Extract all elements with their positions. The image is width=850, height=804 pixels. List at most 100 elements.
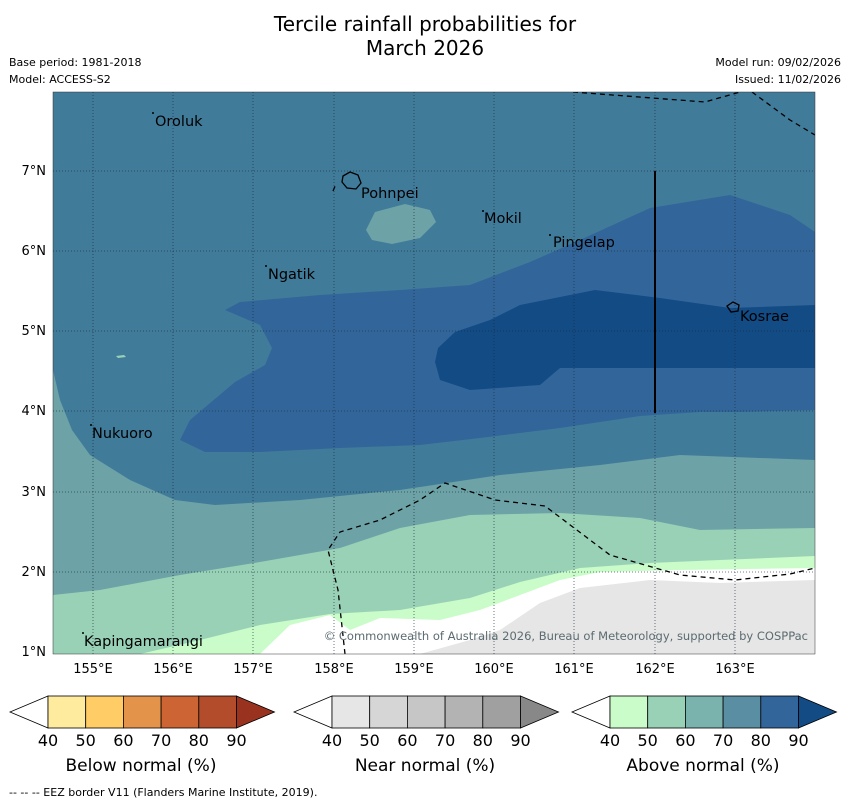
lon-label-157: 157°E (233, 662, 273, 677)
colorbar-below (8, 695, 276, 729)
colorbar-above-segment (609, 695, 649, 729)
colorbar-near-segment (406, 695, 446, 729)
issued-date: Issued: 11/02/2026 (734, 73, 841, 86)
pohnpei-island-shape (341, 171, 362, 190)
colorbar-below-segment (85, 695, 124, 729)
eez-borders (327, 92, 815, 654)
colorbar-near (292, 695, 560, 729)
nukuoro-marker (90, 424, 92, 426)
label-nukuoro: Nukuoro (92, 426, 153, 442)
right-meta: Model run: 09/02/2026 Issued: 11/02/2026 (715, 54, 841, 88)
oroluk-marker (152, 112, 154, 114)
colorbar-below-tick-label: 50 (75, 731, 96, 750)
lon-label-158: 158°E (314, 662, 354, 677)
lat-label-1: 1°N (21, 645, 47, 660)
colorbar-near-segment (331, 695, 371, 729)
kosrae-island-shape (726, 301, 740, 313)
label-kosrae: Kosrae (740, 309, 789, 325)
kapingamarangi-marker (82, 632, 84, 634)
colorbar-below-tick-label: 90 (226, 731, 247, 750)
region-above-90 (435, 290, 815, 390)
colorbar-below-tick-label: 70 (150, 731, 172, 750)
colorbar-above-tick-label: 50 (637, 731, 658, 750)
lon-label-163: 163°E (715, 662, 755, 677)
colorbar-above-tick-label: 90 (788, 731, 809, 750)
mokil-marker (482, 210, 484, 212)
region-near-40-inner (420, 580, 815, 654)
ngatik-marker (265, 265, 267, 267)
title-line-2: March 2026 (365, 36, 485, 60)
above-normal-label: Above normal (%) (626, 756, 780, 776)
colorbar-near-tick-label: 40 (321, 731, 343, 750)
model-name: Model: ACCESS-S2 (9, 73, 111, 86)
eez-border-pohnpei (332, 183, 337, 192)
eez-border-south (327, 482, 815, 654)
island-markers (82, 112, 551, 634)
lat-label-6: 6°N (21, 244, 47, 259)
near-normal-label: Near normal (%) (354, 756, 496, 776)
colorbar-near-segment (444, 695, 484, 729)
colorbar-below-min-triangle (8, 695, 49, 729)
lon-label-159: 159°E (394, 662, 434, 677)
region-patch-small (116, 531, 131, 540)
colorbar-below-segment (198, 695, 237, 729)
region-tiny (116, 355, 126, 358)
lon-label-160: 160°E (474, 662, 514, 677)
colorbar-near-tick-label: 90 (510, 731, 531, 750)
colorbar-near-tick-label: 50 (359, 731, 380, 750)
lon-label-161: 161°E (554, 662, 594, 677)
colorbar-below-segment (123, 695, 162, 729)
lat-label-7: 7°N (21, 164, 47, 179)
lon-label-162: 162°E (635, 662, 675, 677)
colorbar-above-segment (722, 695, 762, 729)
colorbar-near-min-triangle (292, 695, 333, 729)
label-kapingamarangi: Kapingamarangi (84, 634, 203, 650)
colorbar-above-segment (760, 695, 799, 729)
colorbar-above-segment (685, 695, 724, 729)
region-patch-pohnpei (366, 204, 436, 244)
lat-label-4: 4°N (21, 404, 47, 419)
title-line-1: Tercile rainfall probabilities for (273, 12, 577, 36)
base-period: Base period: 1981-2018 (9, 56, 142, 69)
colorbar-above-tick-label: 80 (750, 731, 771, 750)
pingelap-marker (549, 234, 551, 236)
left-meta: Base period: 1981-2018 Model: ACCESS-S2 (9, 54, 141, 88)
colorbar-above-min-triangle (570, 695, 611, 729)
label-mokil: Mokil (484, 211, 522, 227)
colorbar-above-segment (647, 695, 686, 729)
label-pingelap: Pingelap (553, 235, 615, 251)
colorbar-near-tick-label: 70 (434, 731, 456, 750)
colorbar-above (570, 695, 838, 729)
label-pohnpei: Pohnpei (361, 186, 419, 202)
colorbar-below-tick-label: 80 (188, 731, 209, 750)
lat-label-5: 5°N (21, 324, 47, 339)
colorbar-near-segment (369, 695, 408, 729)
label-ngatik: Ngatik (268, 267, 316, 283)
colorbar-above-max-triangle (798, 695, 838, 729)
colorbar-near-segment (482, 695, 521, 729)
colorbar-near-max-triangle (520, 695, 560, 729)
lat-label-3: 3°N (21, 485, 47, 500)
map-title: Tercile rainfall probabilities for March… (0, 12, 850, 60)
colorbar-above-tick-label: 60 (675, 731, 696, 750)
colorbar-below-tick-label: 40 (37, 731, 59, 750)
eez-footnote: -- -- -- EEZ border V11 (Flanders Marine… (9, 786, 318, 799)
lon-label-155: 155°E (73, 662, 113, 677)
map-frame (52, 91, 816, 655)
colorbar-above-tick-label: 40 (599, 731, 621, 750)
below-normal-label: Below normal (%) (65, 756, 217, 776)
lat-label-2: 2°N (21, 565, 47, 580)
colorbar-below-segment (47, 695, 87, 729)
grid-lines (53, 92, 815, 654)
eez-border-northeast (751, 92, 815, 136)
colorbar-below-segment (160, 695, 200, 729)
model-run: Model run: 09/02/2026 (715, 56, 841, 69)
lon-label-156: 156°E (153, 662, 193, 677)
colorbar-below-max-triangle (236, 695, 276, 729)
eez-border-north (572, 92, 741, 103)
label-oroluk: Oroluk (155, 114, 203, 130)
colorbar-near-tick-label: 60 (397, 731, 418, 750)
colorbar-near-tick-label: 80 (472, 731, 493, 750)
copyright-text: © Commonwealth of Australia 2026, Bureau… (324, 629, 808, 643)
